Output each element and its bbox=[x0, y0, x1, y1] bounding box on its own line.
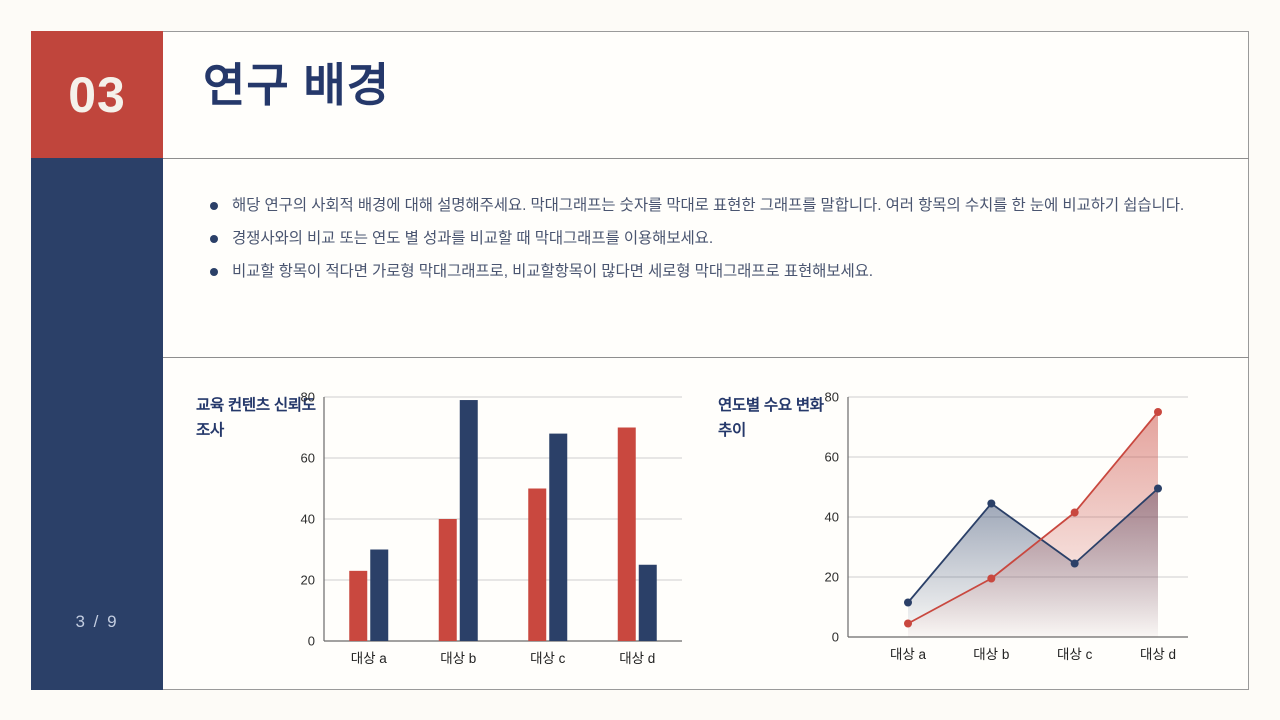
bar-navy-series bbox=[549, 433, 568, 641]
x-axis-category-label: 대상 c bbox=[530, 651, 566, 666]
data-point-red-series bbox=[904, 619, 912, 628]
page-indicator: 3 / 9 bbox=[75, 612, 119, 631]
list-item: 비교할 항목이 적다면 가로형 막대그래프로, 비교할항목이 많다면 세로형 막… bbox=[205, 256, 1205, 287]
y-axis-tick-label: 40 bbox=[825, 510, 839, 525]
bar-red-series bbox=[617, 427, 636, 641]
y-axis-tick-label: 0 bbox=[832, 630, 839, 645]
y-axis-tick-label: 80 bbox=[825, 390, 839, 405]
y-axis-tick-label: 0 bbox=[308, 634, 315, 649]
y-axis-tick-label: 80 bbox=[301, 390, 315, 405]
y-axis-tick-label: 60 bbox=[301, 451, 315, 466]
bullet-text: 경쟁사와의 비교 또는 연도 별 성과를 비교할 때 막대그래프를 이용해보세요… bbox=[232, 230, 714, 247]
x-axis-category-label: 대상 d bbox=[619, 651, 655, 666]
y-axis-tick-label: 60 bbox=[825, 450, 839, 465]
bar-chart-plot: 0 20 40 60 80 대상 a 대상 b 대상 c 대상 d bbox=[301, 390, 682, 666]
bar-chart-title: 교육 컨텐츠 신뢰도 조사 bbox=[196, 397, 316, 439]
x-axis-category-label: 대상 d bbox=[1140, 647, 1176, 662]
bullet-dot-icon bbox=[210, 202, 218, 210]
bullet-dot-icon bbox=[210, 235, 218, 243]
line-chart-title: 연도별 수요 변화 추이 bbox=[718, 397, 824, 439]
section-number-chip: 03 bbox=[31, 31, 163, 158]
data-point-navy-series bbox=[987, 499, 996, 508]
x-axis-category-label: 대상 a bbox=[351, 651, 388, 666]
data-point-red-series bbox=[987, 574, 996, 583]
bullet-list: 해당 연구의 사회적 배경에 대해 설명해주세요. 막대그래프는 숫자를 막대로… bbox=[205, 190, 1205, 289]
bullet-dot-icon bbox=[210, 268, 218, 276]
x-axis-category-label: 대상 a bbox=[890, 647, 927, 662]
bar-navy-series bbox=[370, 549, 389, 641]
y-axis-tick-label: 20 bbox=[825, 570, 839, 585]
line-red-series bbox=[907, 411, 1159, 625]
divider-header bbox=[163, 158, 1249, 159]
bar-navy-series bbox=[459, 400, 478, 641]
list-item: 경쟁사와의 비교 또는 연도 별 성과를 비교할 때 막대그래프를 이용해보세요… bbox=[205, 223, 1205, 254]
data-point-navy-series bbox=[1070, 559, 1079, 568]
bullet-text: 비교할 항목이 적다면 가로형 막대그래프로, 비교할항목이 많다면 세로형 막… bbox=[232, 263, 873, 280]
x-axis-category-label: 대상 b bbox=[973, 647, 1009, 662]
y-axis-tick-label: 40 bbox=[301, 512, 315, 527]
bar-red-series bbox=[349, 570, 368, 641]
left-navy-rail bbox=[31, 158, 163, 690]
bar-navy-series bbox=[638, 564, 657, 641]
data-point-red-series bbox=[1154, 408, 1162, 416]
page-title: 연구 배경 bbox=[203, 59, 391, 111]
y-axis-tick-label: 20 bbox=[301, 573, 315, 588]
x-axis-category-label: 대상 b bbox=[440, 651, 476, 666]
x-axis-category-label: 대상 c bbox=[1057, 647, 1093, 662]
line-chart-plot: 0 20 40 60 80 대상 a 대상 b 대상 c 대상 d bbox=[825, 390, 1188, 662]
bar-chart: 교육 컨텐츠 신뢰도 조사 0 20 40 60 80 대상 a 대상 b 대상 c 대상 d bbox=[196, 385, 696, 675]
data-point-navy-series bbox=[1154, 484, 1162, 493]
bullet-text: 해당 연구의 사회적 배경에 대해 설명해주세요. 막대그래프는 숫자를 막대로… bbox=[232, 197, 1185, 214]
data-point-red-series bbox=[1070, 508, 1079, 517]
section-number-text: 03 bbox=[68, 66, 126, 123]
line-chart: 연도별 수요 변화 추이 0 20 40 60 80 대상 a 대상 b 대상 c 대상 d bbox=[718, 385, 1238, 675]
area-fill-red-series bbox=[908, 412, 1158, 637]
line-navy-series bbox=[907, 487, 1159, 604]
list-item: 해당 연구의 사회적 배경에 대해 설명해주세요. 막대그래프는 숫자를 막대로… bbox=[205, 190, 1205, 221]
bar-red-series bbox=[528, 488, 547, 641]
divider-middle bbox=[163, 357, 1249, 358]
bar-red-series bbox=[438, 519, 457, 641]
data-point-navy-series bbox=[904, 598, 912, 607]
